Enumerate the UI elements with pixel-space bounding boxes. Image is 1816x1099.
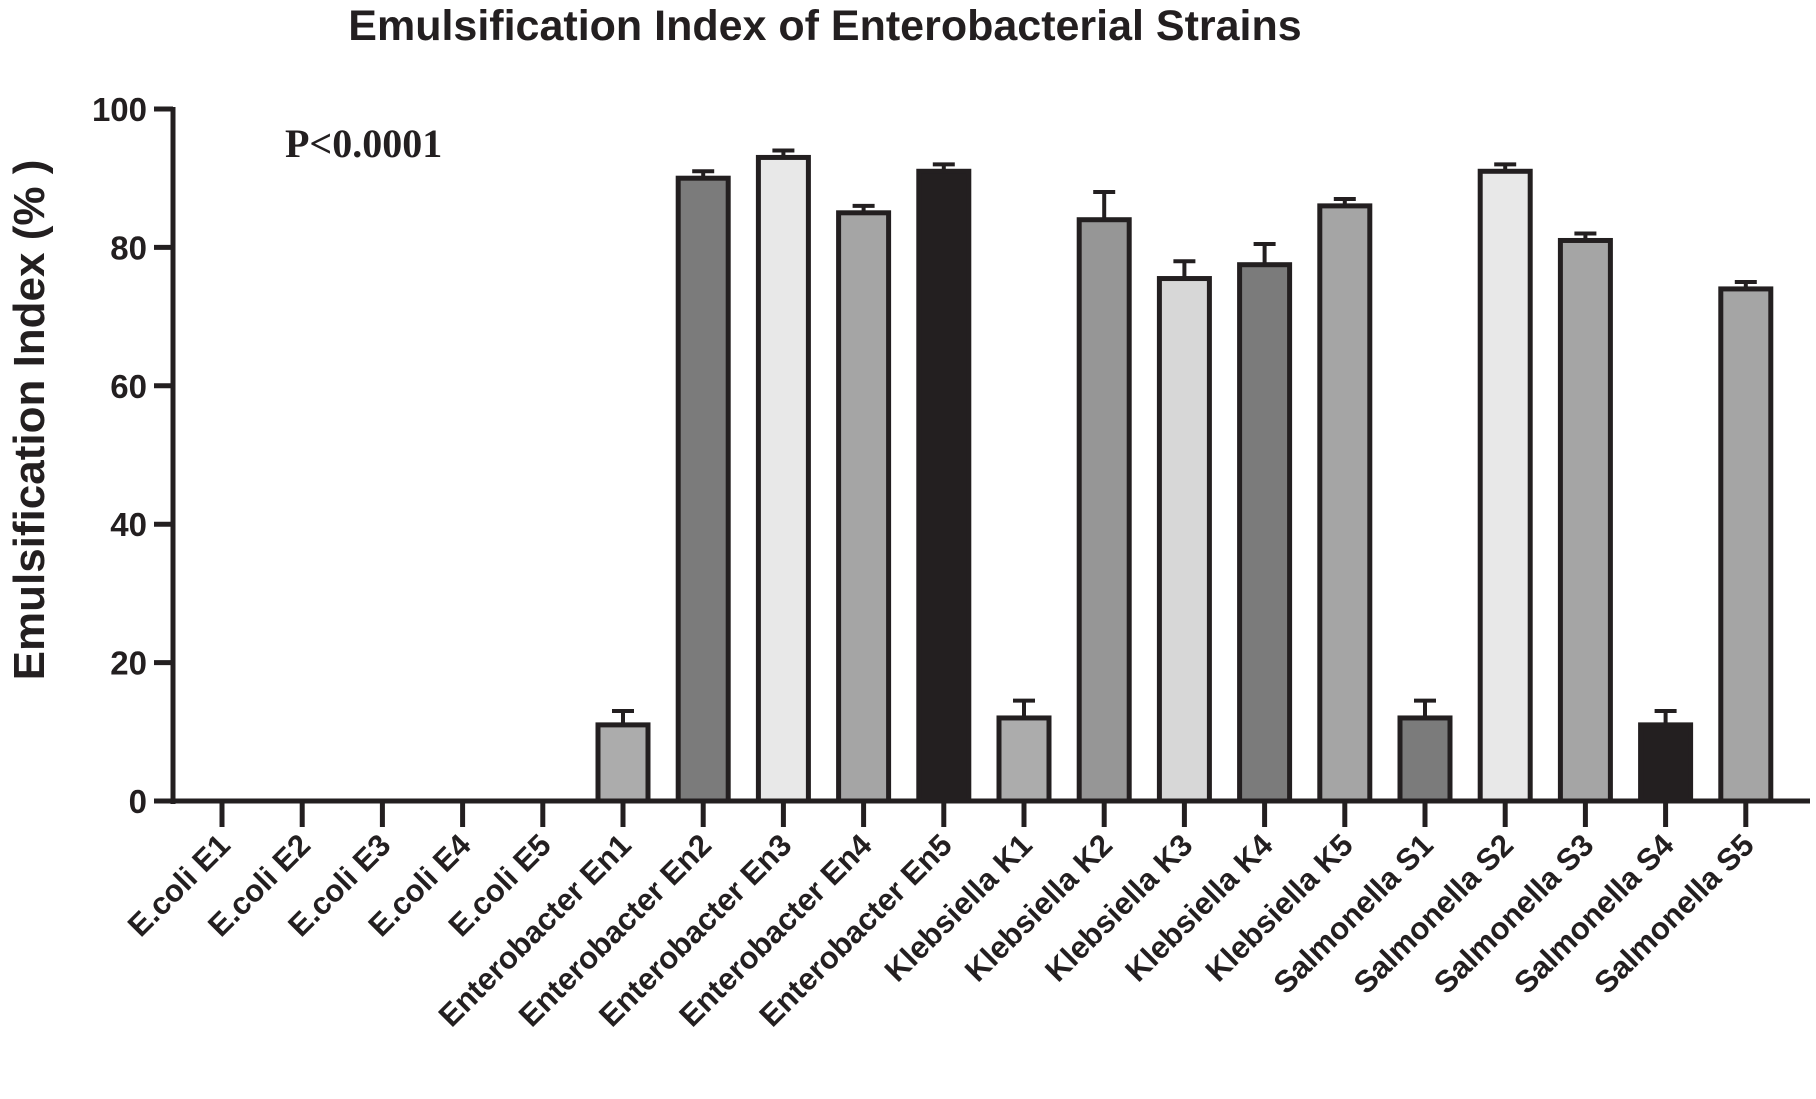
y-tick-label: 0 — [129, 783, 147, 820]
bar — [1237, 262, 1293, 804]
y-axis-label: Emulsification Index (% ) — [5, 160, 54, 681]
bars-group — [595, 148, 1774, 804]
bar — [1557, 237, 1613, 804]
bar — [1718, 286, 1774, 804]
bar — [916, 168, 972, 804]
bar — [1076, 217, 1132, 804]
y-tick-label: 20 — [110, 645, 147, 682]
y-tick-label: 60 — [110, 368, 147, 405]
bar — [755, 154, 811, 804]
bar — [996, 715, 1052, 804]
p-value-annotation: P<0.0001 — [285, 121, 442, 166]
bar — [1156, 276, 1212, 804]
bar — [1477, 168, 1533, 804]
y-tick-label: 80 — [110, 229, 147, 266]
bar — [1638, 722, 1694, 804]
bar — [836, 210, 892, 804]
bar — [1317, 203, 1373, 804]
bar — [675, 175, 731, 804]
bar — [595, 722, 651, 804]
bar — [1397, 715, 1453, 804]
y-tick-label: 40 — [110, 506, 147, 543]
chart-title: Emulsification Index of Enterobacterial … — [348, 2, 1301, 50]
y-tick-label: 100 — [92, 91, 147, 128]
